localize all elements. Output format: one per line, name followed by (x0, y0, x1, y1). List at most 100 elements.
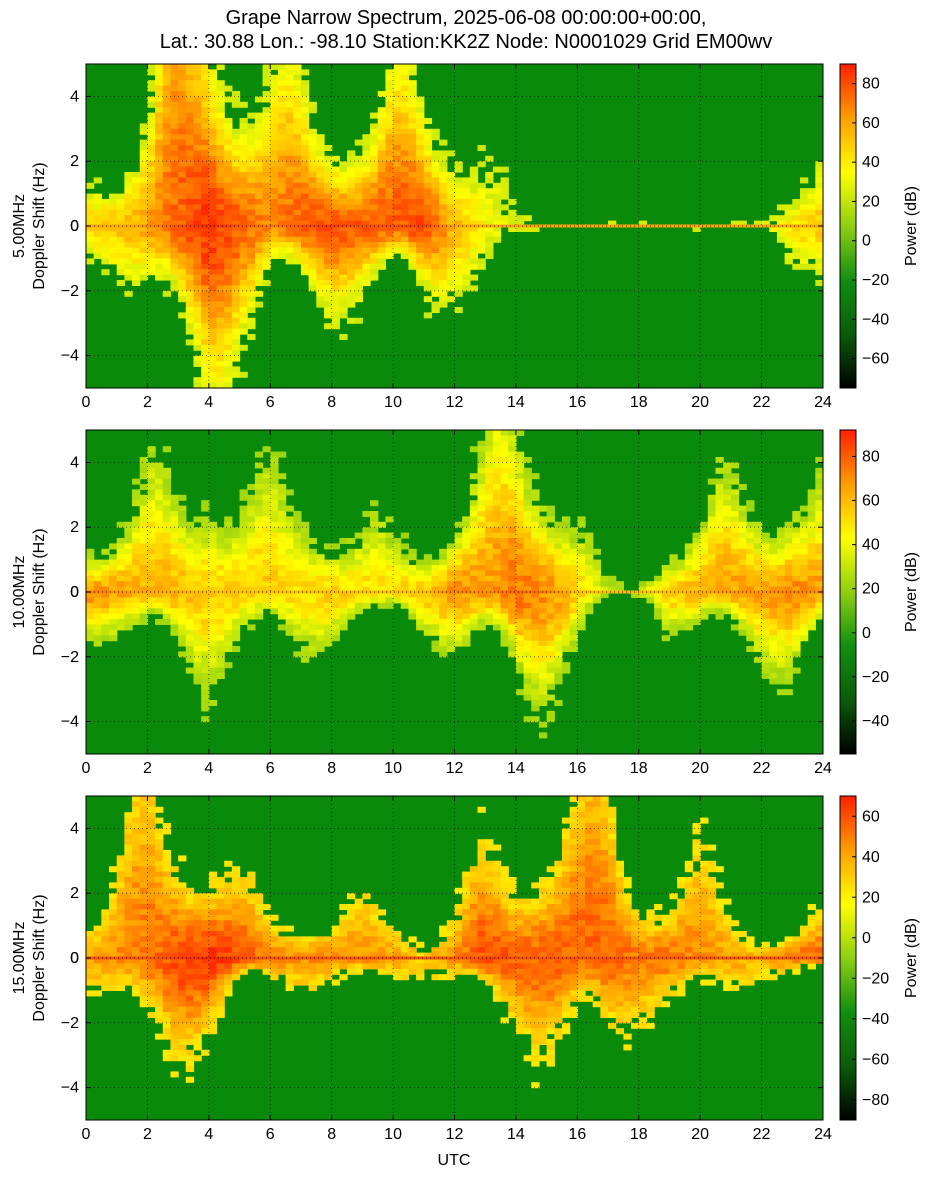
heatmap-cell (423, 236, 433, 243)
heatmap-cell (485, 177, 494, 184)
heatmap-cell (239, 236, 248, 243)
heatmap-cell (446, 236, 456, 243)
heatmap-cell (300, 69, 310, 76)
heatmap-cell (293, 188, 302, 195)
heatmap-cell (393, 554, 402, 561)
heatmap-cell (531, 575, 540, 582)
heatmap-cell (692, 543, 701, 550)
heatmap-cell (323, 263, 333, 270)
heatmap-cell (477, 592, 486, 598)
heatmap-cell (201, 985, 210, 991)
heatmap-cell (684, 581, 694, 588)
heatmap-cell (208, 344, 218, 351)
carrier-line-segment (784, 590, 793, 594)
heatmap-cell (393, 575, 402, 582)
heatmap-cell (193, 177, 202, 184)
heatmap-cell (216, 128, 225, 135)
heatmap-cell (492, 500, 502, 507)
heatmap-cell (416, 101, 425, 108)
heatmap-cell (262, 80, 271, 87)
heatmap-cell (139, 812, 149, 819)
heatmap-cell (807, 199, 816, 205)
heatmap-cell (155, 941, 164, 948)
heatmap-cell (807, 209, 816, 216)
heatmap-cell (331, 624, 340, 631)
heatmap-cell (677, 613, 686, 620)
heatmap-cell (300, 177, 310, 184)
heatmap-cell (239, 538, 248, 544)
heatmap-cell (178, 118, 187, 124)
heatmap-cell (477, 258, 486, 265)
heatmap-cell (170, 500, 179, 507)
heatmap-cell (439, 597, 448, 604)
heatmap-cell (201, 570, 210, 577)
heatmap-cell (224, 209, 233, 216)
heatmap-cell (784, 608, 793, 615)
heatmap-cell (178, 538, 187, 544)
heatmap-cell (531, 646, 540, 652)
heatmap-cell (738, 581, 747, 588)
heatmap-cell (231, 581, 241, 588)
heatmap-cell (323, 226, 333, 232)
heatmap-cell (577, 613, 586, 620)
heatmap-cell (515, 430, 525, 436)
heatmap-cell (523, 548, 532, 555)
heatmap-cell (462, 570, 471, 577)
heatmap-cell (523, 646, 532, 652)
heatmap-cell (109, 258, 118, 265)
heatmap-cell (807, 532, 816, 539)
heatmap-cell (201, 629, 210, 636)
heatmap-cell (538, 575, 548, 582)
heatmap-cell (185, 925, 195, 932)
heatmap-cell (370, 516, 379, 523)
heatmap-cell (147, 844, 156, 851)
heatmap-cell (162, 204, 172, 211)
heatmap-cell (323, 312, 333, 319)
heatmap-cell (508, 608, 517, 615)
heatmap-cell (147, 925, 156, 932)
heatmap-cell (538, 700, 548, 706)
heatmap-cell (431, 209, 440, 216)
heatmap-cell (185, 64, 195, 70)
carrier-line-segment (469, 590, 479, 594)
heatmap-cell (254, 182, 264, 189)
heatmap-cell (308, 215, 317, 222)
heatmap-cell (339, 307, 348, 313)
heatmap-cell (193, 1017, 202, 1024)
heatmap-cell (231, 101, 241, 108)
heatmap-cell (254, 258, 264, 265)
heatmap-cell (723, 478, 732, 485)
heatmap-cell (370, 586, 379, 593)
heatmap-cell (201, 285, 210, 292)
heatmap-cell (715, 516, 724, 523)
heatmap-cell (254, 112, 264, 119)
carrier-line-segment (700, 590, 709, 594)
heatmap-cell (201, 700, 210, 706)
heatmap-cell (469, 473, 479, 480)
heatmap-cell (285, 209, 294, 216)
heatmap-cell (216, 575, 225, 582)
heatmap-cell (416, 150, 425, 157)
heatmap-cell (362, 139, 371, 146)
heatmap-cell (515, 500, 525, 507)
heatmap-cell (546, 581, 555, 588)
heatmap-cell (561, 624, 571, 631)
heatmap-cell (139, 866, 149, 873)
heatmap-cell (262, 586, 271, 593)
heatmap-cell (784, 656, 793, 663)
heatmap-cell (170, 220, 179, 227)
heatmap-cell (109, 199, 118, 205)
heatmap-cell (469, 489, 479, 496)
heatmap-cell (700, 608, 709, 615)
heatmap-cell (347, 231, 356, 238)
heatmap-cell (155, 586, 164, 593)
heatmap-cell (354, 204, 363, 211)
heatmap-cell (385, 565, 394, 571)
heatmap-cell (170, 985, 179, 991)
heatmap-cell (485, 247, 494, 254)
heatmap-cell (178, 209, 187, 216)
heatmap-cell (262, 446, 271, 453)
heatmap-cell (492, 462, 502, 469)
heatmap-cell (554, 635, 563, 642)
heatmap-cell (500, 554, 509, 561)
